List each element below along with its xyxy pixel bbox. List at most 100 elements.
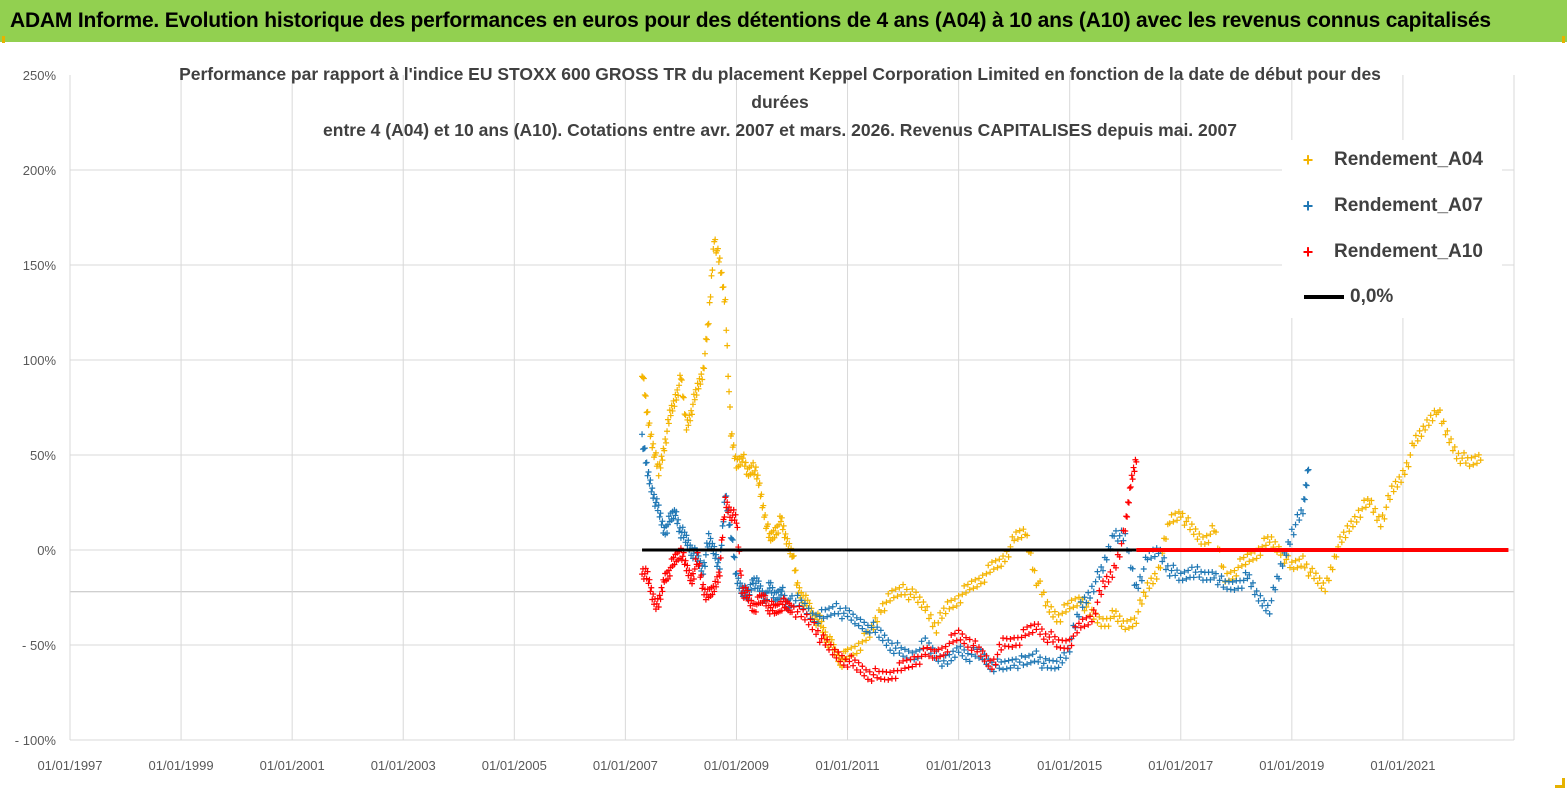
data-point [1011,662,1018,669]
data-point [1470,461,1477,468]
data-point [1179,577,1186,584]
data-point [924,644,931,651]
data-point [1405,463,1412,470]
data-point [658,584,665,591]
data-point [881,632,888,639]
data-point [689,411,696,418]
data-point [940,652,947,659]
data-point [658,521,665,528]
data-point [901,665,908,672]
data-point [798,613,805,620]
data-point [983,570,990,577]
data-point [1370,509,1377,516]
legend-item-zero: 0,0% [1282,282,1393,312]
data-point [696,560,703,567]
data-point [920,645,927,652]
data-point [678,377,685,384]
data-point [1216,577,1223,584]
data-point [676,382,683,389]
data-point [883,642,890,649]
y-tick-label: 200% [23,163,57,178]
data-point [706,299,713,306]
corner-mark-tl [2,36,12,43]
legend-label-zero: 0,0% [1350,286,1394,307]
data-point [1025,652,1032,659]
data-point [796,584,803,591]
data-point [735,575,742,582]
data-point [876,634,883,641]
data-point [1109,607,1116,614]
data-point [1018,534,1025,541]
data-point [646,480,653,487]
data-point [1446,439,1453,446]
data-point [718,269,725,276]
data-point [837,658,844,665]
data-point [1472,453,1479,460]
data-point [820,615,827,622]
data-point [938,663,945,670]
data-point [903,657,910,664]
data-point [1166,520,1173,527]
data-point [1301,564,1308,571]
data-point [829,651,836,658]
data-point [1253,555,1260,562]
data-point [701,365,708,372]
data-point [1451,443,1458,450]
data-point [818,618,825,625]
data-point [1131,615,1138,622]
data-point [647,477,654,484]
data-point [1092,578,1099,585]
data-point [951,654,958,661]
data-point [864,622,871,629]
data-point [1190,574,1197,581]
data-point [1000,553,1007,560]
chart-svg: 250% 200% 150% 100% 50% 0% - 50% - 100% 01/01/1… [15,68,1515,773]
data-point [922,635,929,642]
data-point [643,409,650,416]
data-point [1170,518,1177,525]
data-point [648,488,655,495]
data-point [671,561,678,568]
data-point [650,495,657,502]
data-point [1422,426,1429,433]
data-point [716,566,723,572]
data-point [944,648,951,655]
data-point [1168,567,1175,574]
data-point [1386,496,1393,503]
data-point [855,659,862,666]
data-point [1081,607,1088,614]
data-point [977,653,984,660]
data-point [1003,665,1010,672]
data-point [863,637,870,644]
data-point [775,530,782,537]
series-rendement_a10 [639,456,1140,684]
data-point [1112,608,1119,615]
data-point [729,536,736,543]
data-point [944,661,951,667]
data-point [680,394,687,401]
data-point [652,499,659,506]
data-point [642,565,649,572]
data-point [714,579,721,586]
data-point [811,619,818,626]
data-point [1001,658,1008,665]
data-point [925,615,932,622]
data-point [1164,562,1171,569]
data-point [964,581,971,588]
data-point [1048,603,1055,610]
data-point [1253,587,1260,594]
data-point [1133,620,1140,627]
data-point [1172,572,1179,579]
data-point [988,666,995,673]
data-point [953,602,960,609]
data-point [1262,542,1269,549]
data-point [1140,589,1147,596]
data-point [1029,629,1036,636]
data-point [722,494,729,501]
data-point [776,521,783,528]
data-point [918,653,925,660]
data-point [1148,555,1155,562]
data-point [792,597,799,604]
data-point [1068,597,1075,604]
data-point [1401,471,1408,478]
